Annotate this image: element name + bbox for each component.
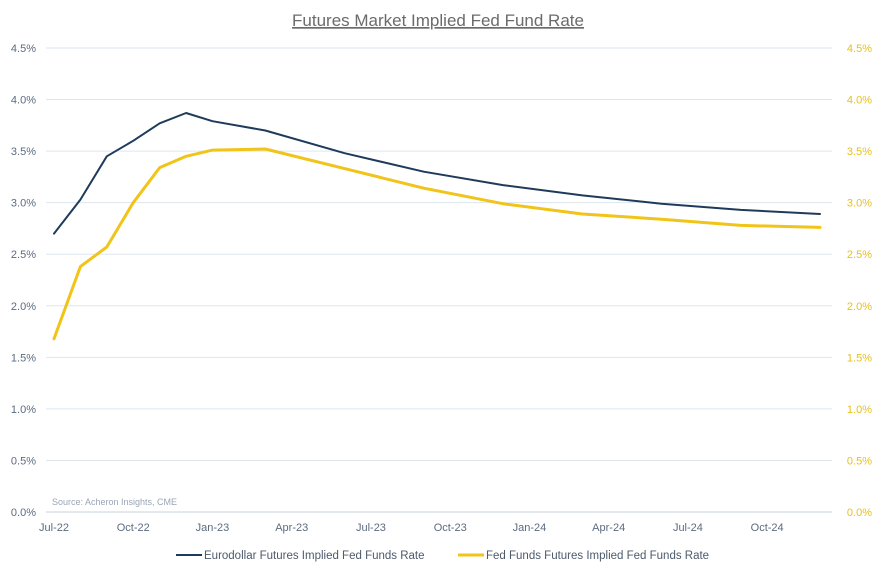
x-tick-label: Oct-22 (117, 522, 150, 534)
y-tick-label: 4.5% (11, 43, 36, 55)
x-tick-label: Jan-23 (196, 522, 230, 534)
legend-label: Eurodollar Futures Implied Fed Funds Rat… (204, 550, 425, 562)
x-tick-label: Jan-24 (513, 522, 547, 534)
fed-funds-series-line (52, 147, 822, 341)
y2-tick-label: 2.5% (847, 249, 872, 261)
y-tick-label: 3.0% (11, 198, 36, 210)
y-tick-label: 4.0% (11, 95, 36, 107)
y-tick-label: 2.5% (11, 249, 36, 261)
x-axis-ticks: Jul-22 Oct-22 Jan-23 Apr-23 Jul-23 Oct-23 Jan-… (39, 522, 784, 534)
x-tick-label: Apr-24 (592, 522, 625, 534)
x-tick-label: Jul-24 (673, 522, 703, 534)
y-tick-label: 0.5% (11, 455, 36, 467)
x-tick-label: Jul-22 (39, 522, 69, 534)
y-tick-label: 1.5% (11, 352, 36, 364)
right-axis-ticks: 0.0% 0.5% 1.0% 1.5% 2.0% 2.5% 3.0% 3.5% 4.0% 4.5% (847, 43, 872, 519)
y2-tick-label: 2.0% (847, 301, 872, 313)
y2-tick-label: 4.0% (847, 95, 872, 107)
x-tick-label: Oct-24 (751, 522, 784, 534)
y2-tick-label: 3.5% (847, 146, 872, 158)
x-tick-label: Jul-23 (356, 522, 386, 534)
chart-title: Futures Market Implied Fed Fund Rate (292, 11, 584, 30)
y-tick-label: 1.0% (11, 404, 36, 416)
y2-tick-label: 4.5% (847, 43, 872, 55)
legend-item-fed-funds: Fed Funds Futures Implied Fed Funds Rate (458, 550, 709, 562)
legend-label: Fed Funds Futures Implied Fed Funds Rate (486, 550, 709, 562)
legend: Eurodollar Futures Implied Fed Funds Rat… (176, 550, 709, 562)
y2-tick-label: 3.0% (847, 198, 872, 210)
y2-tick-label: 0.5% (847, 455, 872, 467)
y2-tick-label: 1.0% (847, 404, 872, 416)
legend-item-eurodollar: Eurodollar Futures Implied Fed Funds Rat… (176, 550, 425, 562)
x-tick-label: Oct-23 (434, 522, 467, 534)
y-tick-label: 2.0% (11, 301, 36, 313)
x-tick-label: Apr-23 (275, 522, 308, 534)
y2-tick-label: 0.0% (847, 507, 872, 519)
y2-tick-label: 1.5% (847, 352, 872, 364)
source-note: Source: Acheron Insights, CME (52, 497, 177, 507)
grid-layer (46, 47, 832, 513)
left-axis-ticks: 0.0% 0.5% 1.0% 1.5% 2.0% 2.5% 3.0% 3.5% 4.0% 4.5% (11, 43, 36, 519)
y-tick-label: 3.5% (11, 146, 36, 158)
y-tick-label: 0.0% (11, 507, 36, 519)
eurodollar-series-line (53, 112, 821, 235)
series-layer (52, 112, 822, 341)
